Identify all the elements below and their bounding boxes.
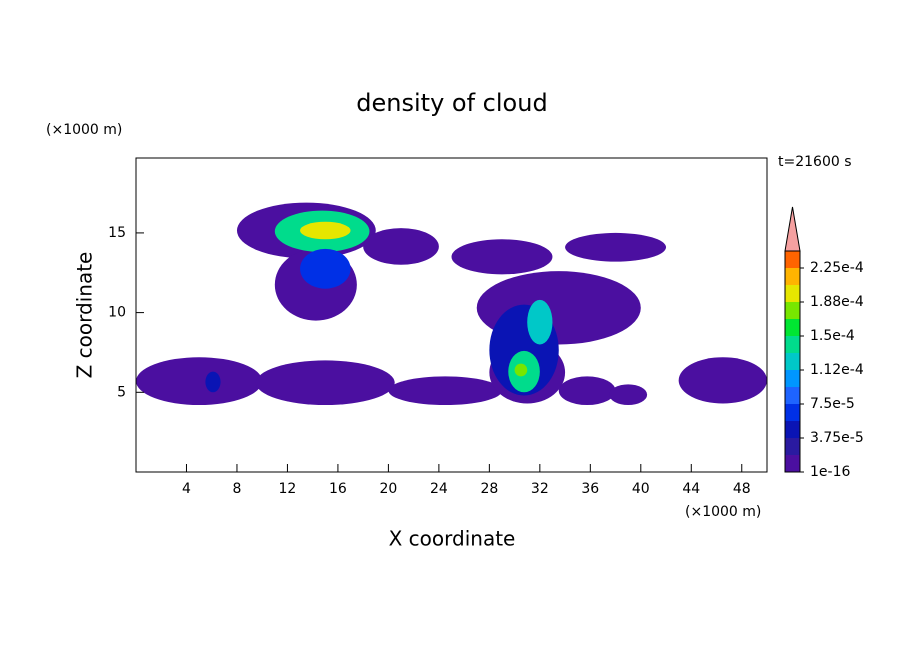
colorbar-segment <box>785 285 800 302</box>
cloud-region <box>678 357 767 404</box>
colorbar-segment <box>785 336 800 353</box>
colorbar-tick-label: 1.5e-4 <box>810 328 855 344</box>
x-unit: (×1000 m) <box>685 504 761 520</box>
colorbar-tick-label: 3.75e-5 <box>810 430 864 446</box>
colorbar-segment <box>785 387 800 404</box>
cloud-region <box>136 357 263 406</box>
x-tick-label: 8 <box>232 481 241 497</box>
y-tick-label: 5 <box>117 384 126 400</box>
x-axis-label: X coordinate <box>389 527 516 551</box>
colorbar-segment <box>785 268 800 285</box>
cloud-region <box>300 221 351 240</box>
colorbar-segment <box>785 421 800 438</box>
colorbar-segment <box>785 353 800 370</box>
colorbar-segment <box>785 455 800 472</box>
y-tick-label: 10 <box>108 305 126 321</box>
cloud-region <box>451 239 553 275</box>
x-tick-label: 4 <box>182 481 191 497</box>
colorbar-segment <box>785 404 800 421</box>
x-tick-label: 28 <box>480 481 498 497</box>
colorbar-segment <box>785 251 800 268</box>
cloud-region <box>205 371 221 393</box>
colorbar-frame <box>784 250 801 473</box>
colorbar-tick-label: 1.88e-4 <box>810 294 864 310</box>
colorbar-segment <box>785 302 800 319</box>
cloud-region <box>558 376 616 406</box>
cloud-region <box>255 360 395 406</box>
y-unit: (×1000 m) <box>46 122 122 138</box>
x-tick-label: 44 <box>682 481 700 497</box>
colorbar-segment <box>785 438 800 455</box>
x-tick-label: 20 <box>379 481 397 497</box>
x-tick-label: 12 <box>279 481 297 497</box>
colorbar-segment <box>785 370 800 387</box>
x-tick-label: 48 <box>733 481 751 497</box>
x-tick-label: 36 <box>581 481 599 497</box>
cloud-region <box>609 384 648 406</box>
cloud-region <box>363 228 439 265</box>
plot-area <box>136 202 767 406</box>
y-tick-label: 15 <box>108 225 126 241</box>
colorbar-overflow <box>784 206 801 252</box>
cloud-region <box>527 299 553 345</box>
cloud-region <box>565 232 667 262</box>
time-label: t=21600 s <box>778 154 852 170</box>
chart-title: density of cloud <box>356 89 547 117</box>
colorbar-tick-label: 2.25e-4 <box>810 260 864 276</box>
x-tick-label: 24 <box>430 481 448 497</box>
plot-frame <box>135 157 768 473</box>
colorbar-segment <box>785 319 800 336</box>
y-axis-label: Z coordinate <box>73 252 97 379</box>
colorbar-tick-label: 7.5e-5 <box>810 396 855 412</box>
cloud-region <box>388 376 502 406</box>
x-tick-label: 16 <box>329 481 347 497</box>
x-tick-label: 40 <box>632 481 650 497</box>
colorbar-tick-label: 1e-16 <box>810 464 850 480</box>
colorbar-tick-label: 1.12e-4 <box>810 362 864 378</box>
cloud-region <box>514 363 528 377</box>
cloud-region <box>300 248 351 289</box>
x-tick-label: 32 <box>531 481 549 497</box>
